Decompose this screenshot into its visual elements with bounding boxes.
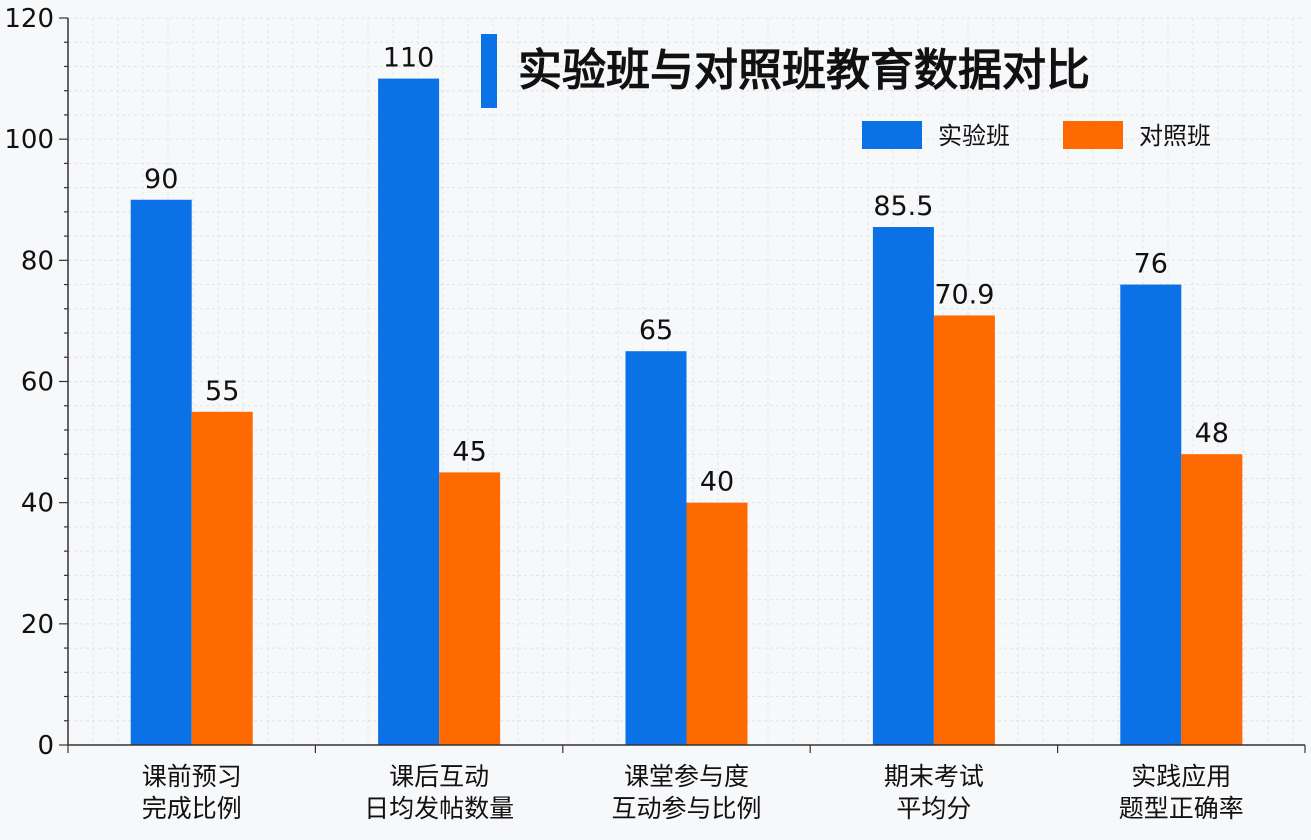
x-tick-label: 实践应用题型正确率 bbox=[1119, 762, 1244, 823]
bar bbox=[191, 411, 253, 745]
data-label: 110 bbox=[383, 43, 435, 74]
legend-label: 实验班 bbox=[938, 122, 1010, 150]
legend: 实验班 对照班 bbox=[862, 121, 1211, 150]
data-label: 70.9 bbox=[934, 279, 994, 310]
legend-label: 对照班 bbox=[1139, 122, 1211, 150]
axes: 0 20 40 60 80 100 120 课前预习完成比例 课后互动日均发帖数量 课堂参与度互动… bbox=[4, 4, 1306, 823]
data-label: 45 bbox=[452, 436, 486, 467]
x-tick-label: 课前预习完成比例 bbox=[142, 762, 242, 823]
bar bbox=[1181, 454, 1243, 745]
title-accent-bar bbox=[481, 34, 497, 108]
data-label: 85.5 bbox=[873, 191, 933, 222]
legend-swatch bbox=[1063, 121, 1123, 149]
bar bbox=[933, 315, 995, 745]
bar bbox=[872, 227, 934, 745]
data-label: 76 bbox=[1134, 249, 1168, 280]
bar bbox=[625, 351, 687, 745]
legend-swatch bbox=[862, 121, 922, 149]
y-tick-label: 20 bbox=[21, 610, 54, 640]
data-label: 65 bbox=[639, 315, 673, 346]
x-tick-label: 课堂参与度互动参与比例 bbox=[611, 762, 761, 823]
y-tick-label: 120 bbox=[4, 4, 54, 34]
x-tick-label: 期末考试平均分 bbox=[884, 762, 984, 823]
y-tick-label: 60 bbox=[21, 368, 54, 398]
data-labels: 90 110 65 85.5 76 55 45 40 70.9 48 bbox=[144, 43, 1229, 498]
y-tick-label: 0 bbox=[37, 731, 54, 761]
chart-title-group: 实验班与对照班教育数据对比 bbox=[481, 34, 1090, 108]
data-label: 40 bbox=[700, 467, 734, 498]
data-label: 48 bbox=[1195, 418, 1229, 449]
x-tick-label: 课后互动日均发帖数量 bbox=[364, 762, 514, 823]
bar bbox=[439, 472, 501, 745]
bar bbox=[130, 199, 192, 745]
bar bbox=[1120, 284, 1182, 745]
y-tick-label: 80 bbox=[21, 246, 54, 276]
bars bbox=[130, 78, 1243, 746]
chart-title: 实验班与对照班教育数据对比 bbox=[518, 45, 1090, 96]
y-tick-label: 40 bbox=[21, 489, 54, 519]
bar bbox=[686, 502, 748, 745]
data-label: 55 bbox=[205, 376, 239, 407]
y-tick-label: 100 bbox=[4, 125, 54, 155]
bar bbox=[378, 78, 440, 746]
data-label: 90 bbox=[144, 164, 178, 195]
